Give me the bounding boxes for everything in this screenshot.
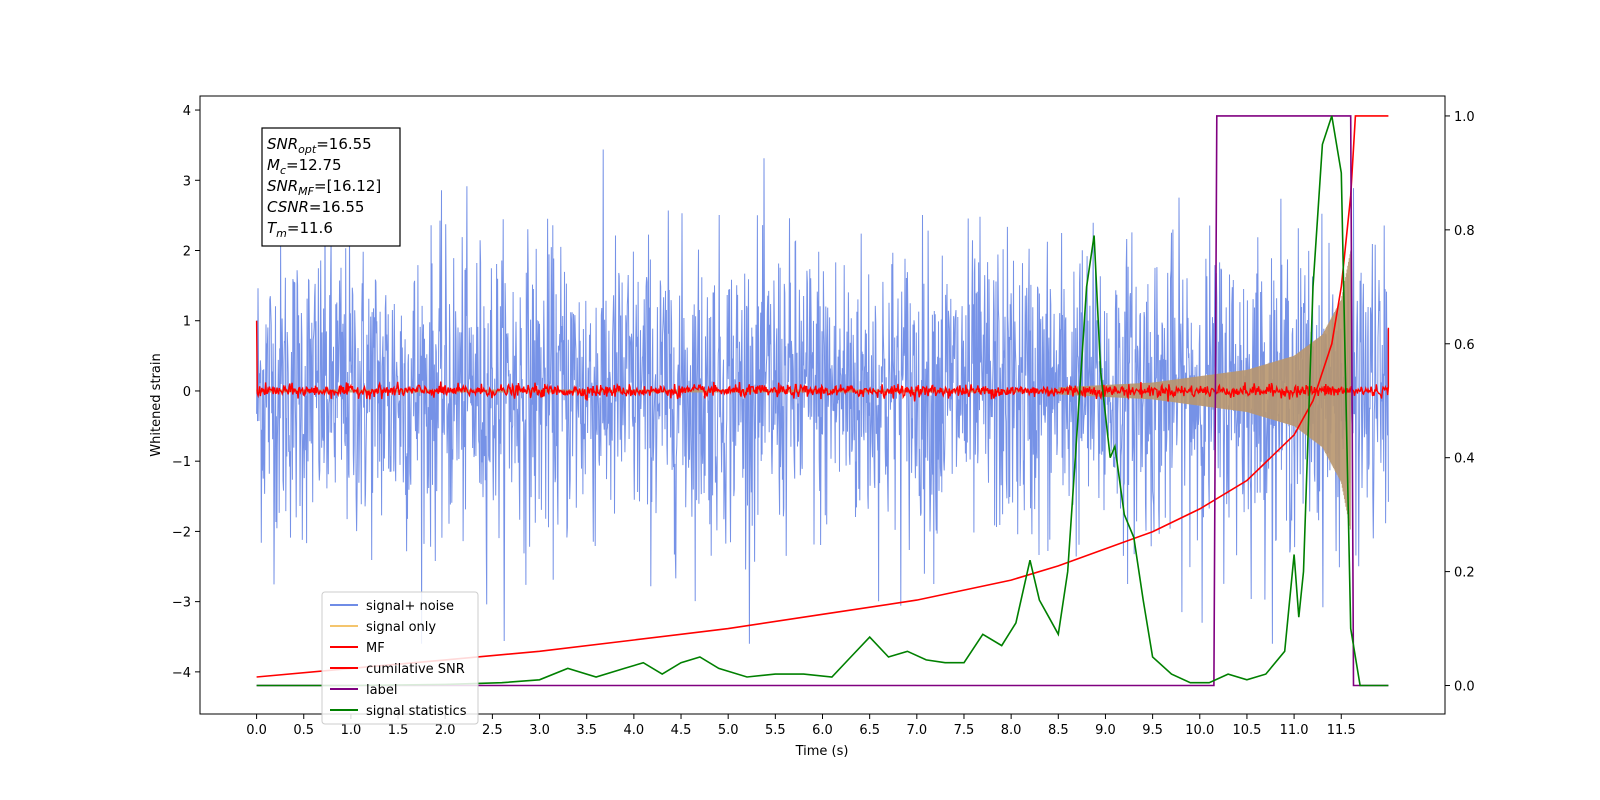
x-tick-label: 10.5 xyxy=(1232,723,1261,738)
info-line: CSNR=16.55 xyxy=(267,198,364,216)
x-tick-label: 2.0 xyxy=(435,723,456,738)
x-tick-label: 3.0 xyxy=(529,723,550,738)
legend-frame xyxy=(321,591,479,725)
x-tick-label: 3.5 xyxy=(576,723,597,738)
series-signal-statistics xyxy=(256,115,1389,687)
y-right-tick-label: 0.2 xyxy=(1454,566,1475,581)
y-tick-label: 1 xyxy=(183,315,191,330)
legend-label: signal only xyxy=(366,620,436,635)
info-line: SNRMF=[16.12] xyxy=(267,177,381,198)
axes: 0.0 0.5 1.0 1.5 2.0 2.5 3.0 3.5 4.0 4.5 5.0 5.5 6.0 6… xyxy=(172,104,1475,738)
y-axis-label: Whitened strain xyxy=(149,353,164,456)
legend-label: label xyxy=(366,683,397,698)
y-tick-label: −2 xyxy=(172,525,191,540)
legend-label: MF xyxy=(366,641,385,656)
x-tick-label: 7.0 xyxy=(906,723,927,738)
x-tick-label: 9.5 xyxy=(1142,723,1163,738)
x-tick-label: 0.0 xyxy=(246,723,267,738)
legend-label: signal+ noise xyxy=(366,599,454,614)
info-line: SNRopt=16.55 xyxy=(267,135,372,156)
info-line: Mc=12.75 xyxy=(267,156,342,177)
x-tick-label: 4.0 xyxy=(624,723,645,738)
info-box-frame xyxy=(261,127,401,247)
info-box: SNRopt=16.55Mc=12.75SNRMF=[16.12]CSNR=16… xyxy=(261,127,401,247)
y-tick-label: 4 xyxy=(183,104,191,119)
x-tick-label: 8.5 xyxy=(1048,723,1069,738)
x-tick-label: 1.5 xyxy=(388,723,409,738)
plot-area xyxy=(255,115,1390,687)
x-tick-label: 7.5 xyxy=(954,723,975,738)
series-cumilative-snr xyxy=(256,115,1389,678)
y-right-tick-label: 1.0 xyxy=(1454,110,1475,125)
x-tick-label: 11.0 xyxy=(1280,723,1309,738)
x-tick-label: 8.0 xyxy=(1001,723,1022,738)
y-tick-label: 0 xyxy=(183,385,191,400)
y-right-tick-label: 0.4 xyxy=(1454,452,1475,467)
legend-label: cumilative SNR xyxy=(366,662,465,677)
y-right-tick-label: 0.8 xyxy=(1454,224,1475,239)
x-tick-label: 11.5 xyxy=(1327,723,1356,738)
x-tick-label: 5.5 xyxy=(765,723,786,738)
series-signal-noise xyxy=(256,149,1389,644)
x-tick-label: 5.0 xyxy=(718,723,739,738)
x-tick-label: 0.5 xyxy=(293,723,314,738)
x-tick-label: 6.0 xyxy=(812,723,833,738)
y-tick-label: −4 xyxy=(172,666,191,681)
y-right-tick-label: 0.6 xyxy=(1454,338,1475,353)
y-tick-label: 3 xyxy=(183,174,191,189)
x-tick-label: 1.0 xyxy=(341,723,362,738)
legend: signal+ noise signal only MF cumilative SNR… xyxy=(321,591,479,725)
x-tick-label: 2.5 xyxy=(482,723,503,738)
y-tick-label: 2 xyxy=(183,245,191,260)
x-tick-label: 6.5 xyxy=(859,723,880,738)
x-axis-label: Time (s) xyxy=(795,744,849,759)
info-line: Tm=11.6 xyxy=(267,219,333,240)
y-tick-label: −1 xyxy=(172,455,191,470)
x-tick-label: 9.0 xyxy=(1095,723,1116,738)
x-tick-label: 4.5 xyxy=(671,723,692,738)
x-tick-label: 10.0 xyxy=(1185,723,1214,738)
legend-label: signal statistics xyxy=(366,704,467,719)
y-right-tick-label: 0.0 xyxy=(1454,680,1475,695)
y-tick-label: −3 xyxy=(172,596,191,611)
series-mf xyxy=(255,320,1390,402)
